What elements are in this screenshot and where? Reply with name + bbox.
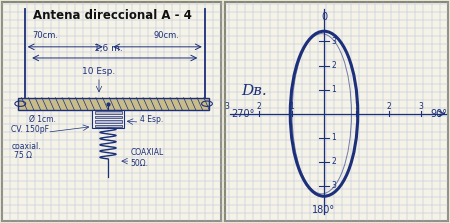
Text: 2: 2: [387, 102, 391, 111]
Bar: [92, 110, 124, 128]
Text: Antena direccional A - 4: Antena direccional A - 4: [33, 9, 192, 22]
Text: Ø 1cm.: Ø 1cm.: [29, 115, 56, 124]
Text: 90cm.: 90cm.: [153, 31, 180, 40]
Text: 180°: 180°: [312, 205, 336, 215]
Bar: [18, 97, 209, 110]
Text: 70cm.: 70cm.: [32, 31, 58, 40]
Bar: [94, 124, 122, 127]
Text: 1: 1: [331, 133, 336, 142]
Text: 3: 3: [331, 182, 336, 190]
Text: coaxial.: coaxial.: [11, 142, 41, 151]
Bar: [225, 2, 448, 221]
Text: 4 Esp.: 4 Esp.: [140, 115, 163, 124]
Text: 90°: 90°: [431, 109, 448, 119]
Text: COAXIAL
50Ω.: COAXIAL 50Ω.: [130, 148, 164, 167]
Bar: [94, 116, 122, 118]
Text: 2: 2: [331, 157, 336, 166]
Text: 3: 3: [419, 102, 423, 111]
Text: Dʙ.: Dʙ.: [241, 85, 267, 98]
Text: 3: 3: [225, 102, 229, 111]
Bar: [2, 2, 220, 221]
Text: CV. 150pF: CV. 150pF: [11, 125, 49, 134]
Text: 75 Ω: 75 Ω: [14, 151, 32, 160]
Bar: [94, 111, 122, 114]
Text: 1: 1: [289, 102, 294, 111]
Text: 2: 2: [257, 102, 261, 111]
Text: 3: 3: [331, 37, 336, 46]
Text: 1: 1: [331, 85, 336, 94]
Text: 1,6 m.: 1,6 m.: [94, 44, 122, 53]
Bar: [94, 120, 122, 123]
Text: 10 Esp.: 10 Esp.: [82, 67, 116, 76]
Text: 1: 1: [354, 102, 359, 111]
Text: 2: 2: [331, 61, 336, 70]
Text: 270°: 270°: [232, 109, 255, 119]
Text: 0: 0: [321, 12, 327, 22]
